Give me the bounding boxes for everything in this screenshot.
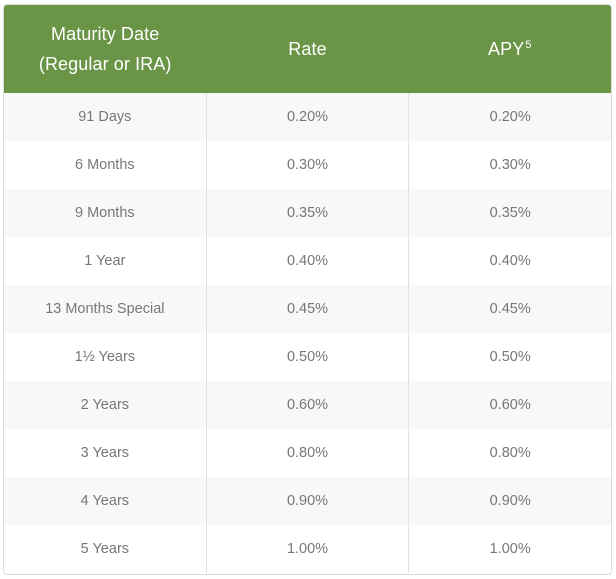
cell-maturity: 1½ Years	[74, 349, 136, 365]
cell-maturity: 1 Year	[84, 253, 126, 269]
header-maturity-date: Maturity Date (Regular or IRA)	[4, 5, 206, 93]
header-apy-footnote[interactable]: 5	[525, 39, 532, 51]
cell-maturity: 9 Months	[75, 205, 135, 221]
cell-apy: 0.45%	[408, 285, 611, 333]
table-row: 9 Months 0.35% 0.35%	[4, 189, 611, 237]
cell-rate: 0.35%	[205, 189, 409, 237]
table-row: 91 Days 0.20% 0.20%	[4, 93, 611, 141]
table-row: 3 Years 0.80% 0.80%	[4, 429, 611, 477]
cell-apy: 0.20%	[408, 93, 611, 141]
table-body: 91 Days 0.20% 0.20% 6 Months 0.30% 0.30% 9 Mon…	[4, 93, 611, 573]
cell-apy: 0.50%	[408, 333, 611, 381]
table-row: 13 Months Special 0.45% 0.45%	[4, 285, 611, 333]
header-rate-label: Rate	[288, 39, 327, 59]
cell-apy: 0.90%	[408, 477, 611, 525]
header-apy: APY5	[409, 5, 611, 93]
cell-maturity: 2 Years	[80, 397, 130, 413]
cell-apy: 1.00%	[408, 525, 611, 573]
cell-maturity: 13 Months Special	[45, 301, 165, 317]
table-row: 4 Years 0.90% 0.90%	[4, 477, 611, 525]
cell-rate: 0.50%	[205, 333, 409, 381]
cell-rate: 0.30%	[205, 141, 409, 189]
cd-rates-table: Maturity Date (Regular or IRA) Rate APY5…	[3, 4, 612, 575]
cell-rate: 0.90%	[205, 477, 409, 525]
cell-rate: 1.00%	[205, 525, 409, 573]
table-row: 6 Months 0.30% 0.30%	[4, 141, 611, 189]
cell-apy: 0.60%	[408, 381, 611, 429]
cell-rate: 0.80%	[205, 429, 409, 477]
header-maturity-date-sublabel: (Regular or IRA)	[38, 54, 172, 74]
cell-apy: 0.80%	[408, 429, 611, 477]
cell-maturity: 4 Years	[80, 493, 130, 509]
cell-rate: 0.40%	[205, 237, 409, 285]
table-row: 1 Year 0.40% 0.40%	[4, 237, 611, 285]
cell-rate: 0.60%	[205, 381, 409, 429]
table-header: Maturity Date (Regular or IRA) Rate APY5	[4, 5, 611, 93]
cell-apy: 0.30%	[408, 141, 611, 189]
header-maturity-date-label: Maturity Date	[50, 24, 160, 44]
cell-maturity: 5 Years	[80, 541, 130, 557]
cell-rate: 0.20%	[205, 93, 409, 141]
cell-apy: 0.35%	[408, 189, 611, 237]
cell-maturity: 91 Days	[78, 109, 132, 125]
cell-maturity: 3 Years	[80, 445, 130, 461]
cell-apy: 0.40%	[408, 237, 611, 285]
cell-maturity: 6 Months	[75, 157, 135, 173]
header-rate: Rate	[206, 5, 408, 93]
table-row: 2 Years 0.60% 0.60%	[4, 381, 611, 429]
table-row: 1½ Years 0.50% 0.50%	[4, 333, 611, 381]
cell-rate: 0.45%	[205, 285, 409, 333]
header-apy-label: APY	[488, 39, 525, 59]
table-row: 5 Years 1.00% 1.00%	[4, 525, 611, 573]
